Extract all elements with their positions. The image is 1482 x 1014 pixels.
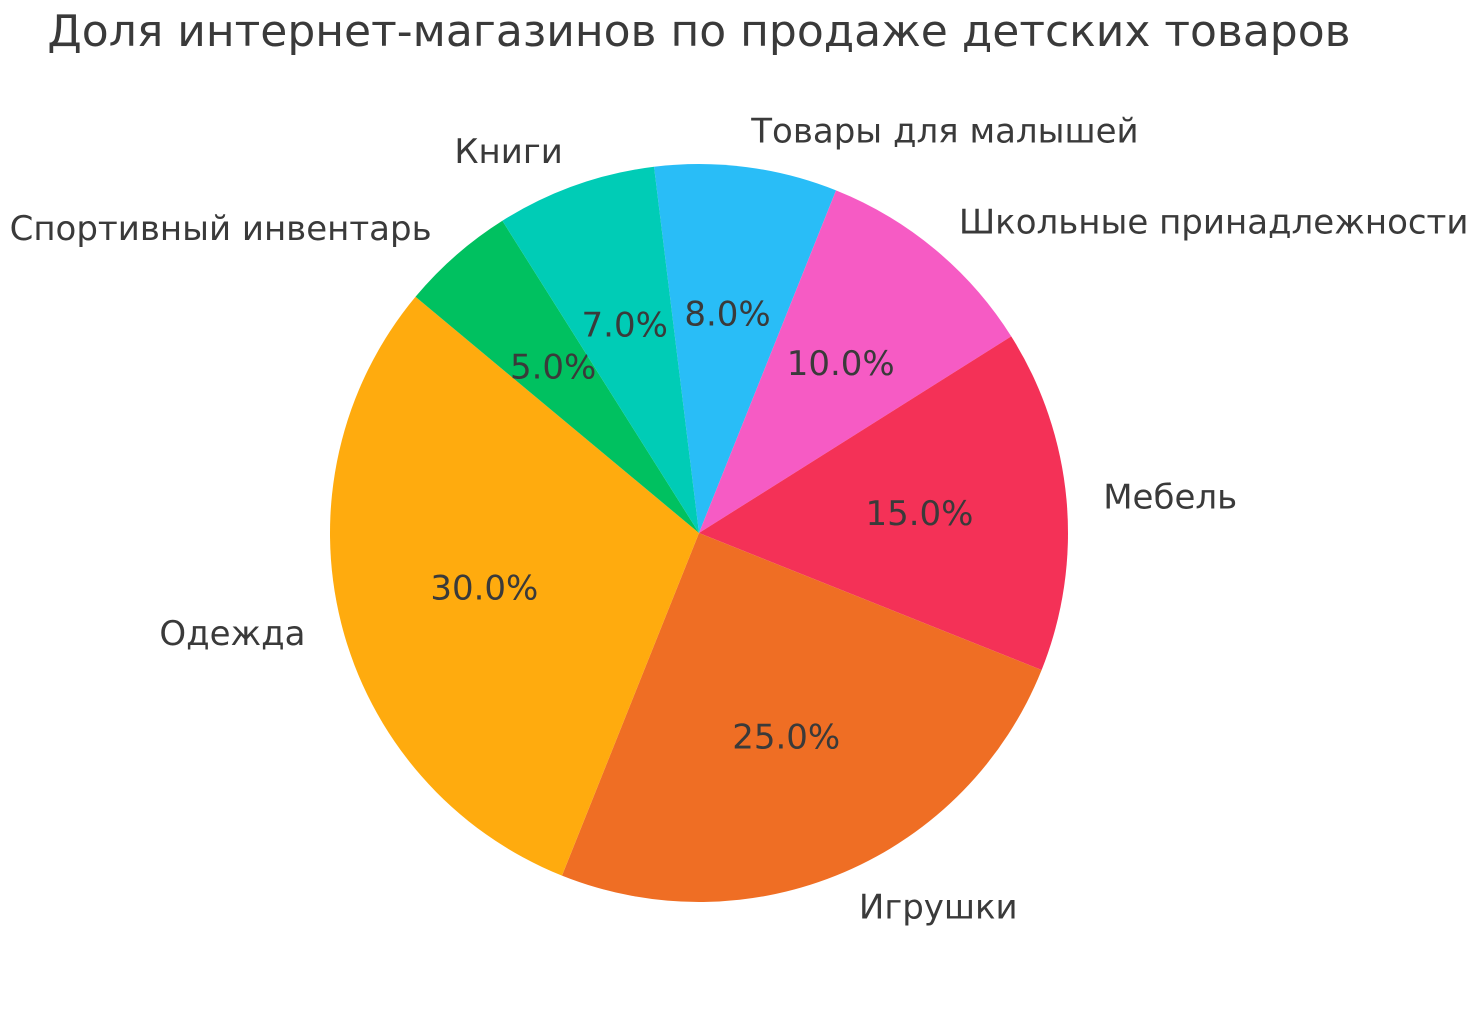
- pie-pct-label-4: 30.0%: [430, 569, 538, 609]
- pie-slice-0: [654, 164, 837, 533]
- pie-slice-2: [699, 336, 1068, 671]
- pie-category-label-3: Игрушки: [859, 887, 1018, 927]
- pie-pct-label-6: 7.0%: [582, 306, 668, 346]
- pie-slice-6: [502, 166, 699, 533]
- pie-slice-1: [699, 190, 1012, 533]
- pie-pct-label-2: 15.0%: [865, 494, 973, 534]
- pie-category-label-6: Книги: [454, 132, 562, 172]
- pie-slice-3: [561, 533, 1042, 902]
- pie-category-label-5: Спортивный инвентарь: [10, 209, 432, 249]
- pie-pct-label-3: 25.0%: [732, 718, 840, 758]
- pie-pct-label-0: 8.0%: [684, 295, 770, 335]
- pie-category-label-0: Товары для малышей: [750, 112, 1138, 152]
- pie-slice-4: [329, 296, 699, 876]
- pie-category-label-2: Мебель: [1103, 477, 1237, 517]
- pie-pct-label-5: 5.0%: [510, 348, 596, 388]
- pie-pct-label-1: 10.0%: [787, 344, 895, 384]
- pie-category-label-4: Одежда: [159, 614, 305, 654]
- pie-category-label-1: Школьные принадлежности: [959, 202, 1469, 242]
- pie-slice-5: [415, 220, 699, 533]
- chart-title: Доля интернет-магазинов по продаже детск…: [47, 6, 1351, 57]
